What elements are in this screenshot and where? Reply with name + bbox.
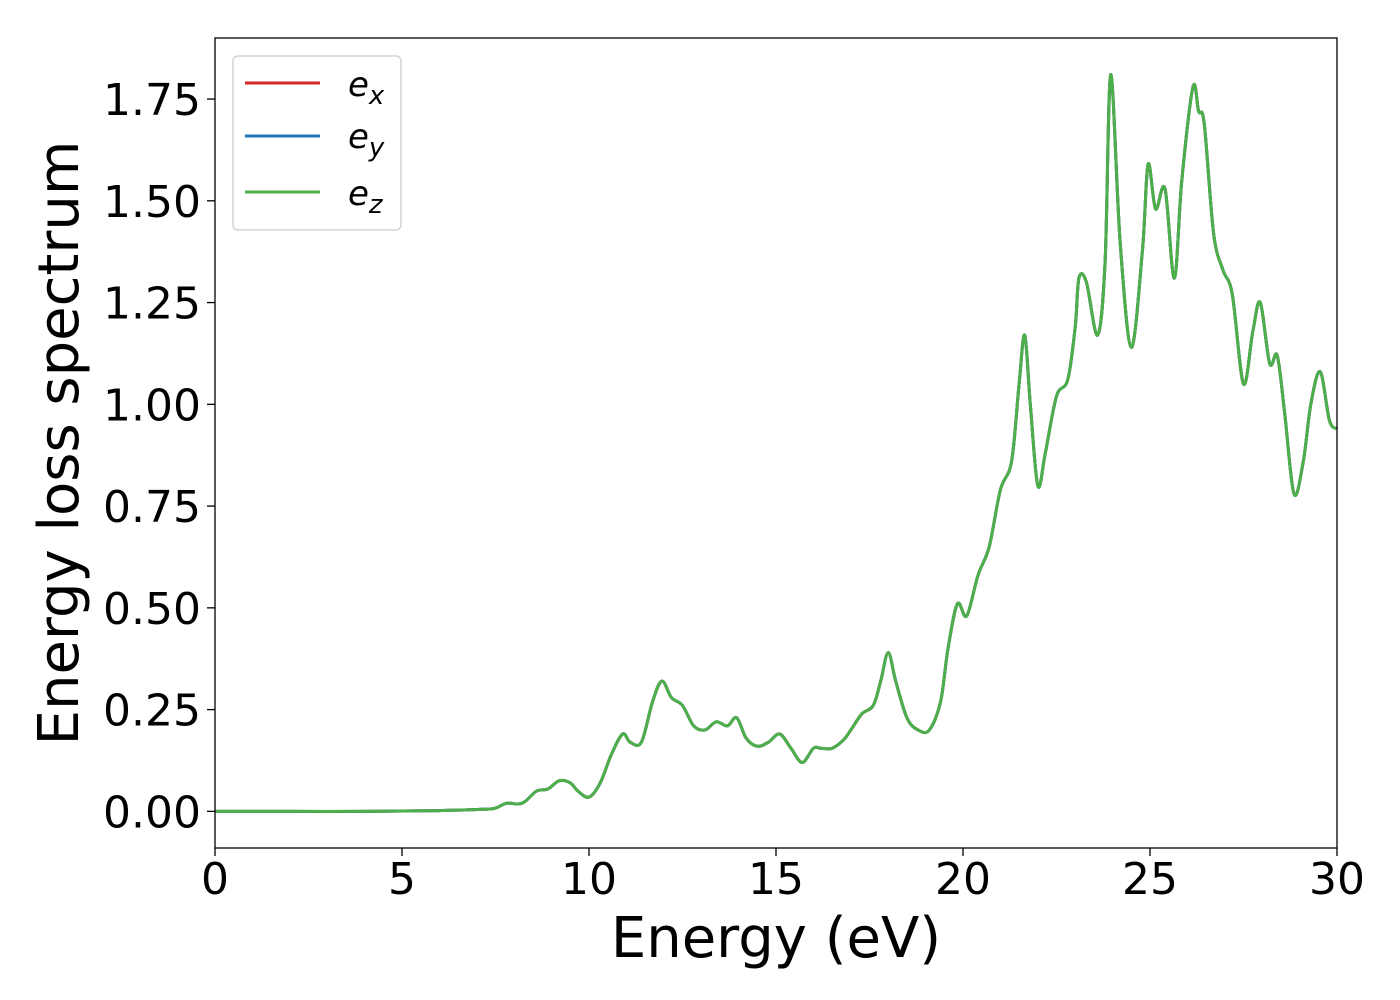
- y-axis-title: Energy loss spectrum: [27, 141, 92, 746]
- x-tick-label: 5: [388, 854, 416, 905]
- legend-label-ez: ez: [348, 174, 384, 220]
- y-tick-label: 0.25: [103, 686, 201, 737]
- series-line-ez: [215, 73, 1339, 813]
- y-tick-label: 1.50: [103, 177, 201, 228]
- x-tick-label: 20: [935, 854, 991, 905]
- y-tick-label: 1.75: [103, 75, 201, 126]
- y-tick-label: 0.00: [103, 787, 201, 838]
- y-ticks: 0.00 0.25 0.50 0.75 1.00 1.25 1.50 1.75: [103, 75, 215, 838]
- x-axis-title: Energy (eV): [611, 906, 941, 971]
- y-tick-label: 0.50: [103, 584, 201, 635]
- y-tick-label: 1.00: [103, 380, 201, 431]
- x-tick-label: 15: [748, 854, 804, 905]
- legend-box: [232, 55, 402, 231]
- x-tick-label: 10: [561, 854, 617, 905]
- x-tick-label: 0: [201, 854, 229, 905]
- x-tick-label: 25: [1122, 854, 1178, 905]
- y-tick-label: 1.25: [103, 279, 201, 330]
- x-ticks: 0 5 10 15 20 25 30: [201, 848, 1365, 905]
- legend-label-ey: ey: [348, 117, 385, 163]
- x-tick-label: 30: [1309, 854, 1365, 905]
- legend: ex ey ez: [232, 55, 402, 231]
- series-layer: [215, 73, 1339, 813]
- y-tick-label: 0.75: [103, 482, 201, 533]
- legend-label-ex: ex: [348, 65, 385, 111]
